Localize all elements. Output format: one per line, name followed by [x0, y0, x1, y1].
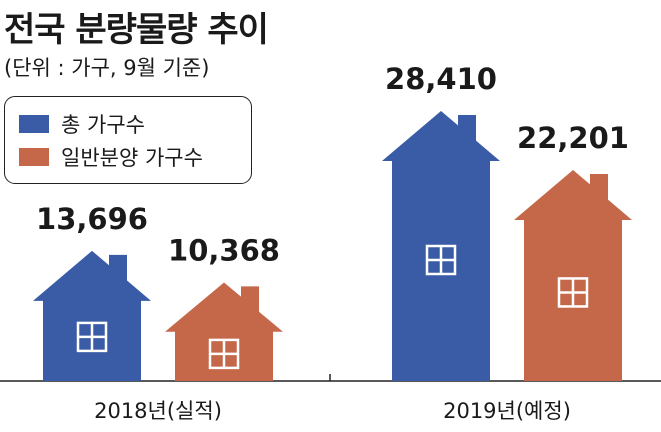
legend-label-total: 총 가구수 [61, 112, 145, 137]
data-label: 22,201 [517, 121, 629, 155]
data-label: 13,696 [36, 202, 148, 236]
category-label: 2018년(실적) [94, 399, 222, 423]
category-label: 2019년(예정) [443, 399, 571, 423]
legend-swatch-total [19, 114, 49, 133]
legend-label-general: 일반분양 가구수 [61, 145, 203, 170]
house-bar [33, 250, 151, 381]
legend-item-total: 총 가구수 [19, 107, 237, 140]
legend: 총 가구수 일반분양 가구수 [4, 96, 252, 184]
data-label: 10,368 [168, 233, 280, 267]
house-bar [165, 282, 283, 381]
data-label: 28,410 [385, 62, 497, 96]
legend-item-general: 일반분양 가구수 [19, 140, 237, 173]
unit-note: (단위 : 가구, 9월 기준) [4, 56, 210, 80]
legend-swatch-general [19, 147, 49, 166]
chart-title: 전국 분량물량 추이 [4, 10, 269, 50]
house-bar [514, 170, 632, 381]
